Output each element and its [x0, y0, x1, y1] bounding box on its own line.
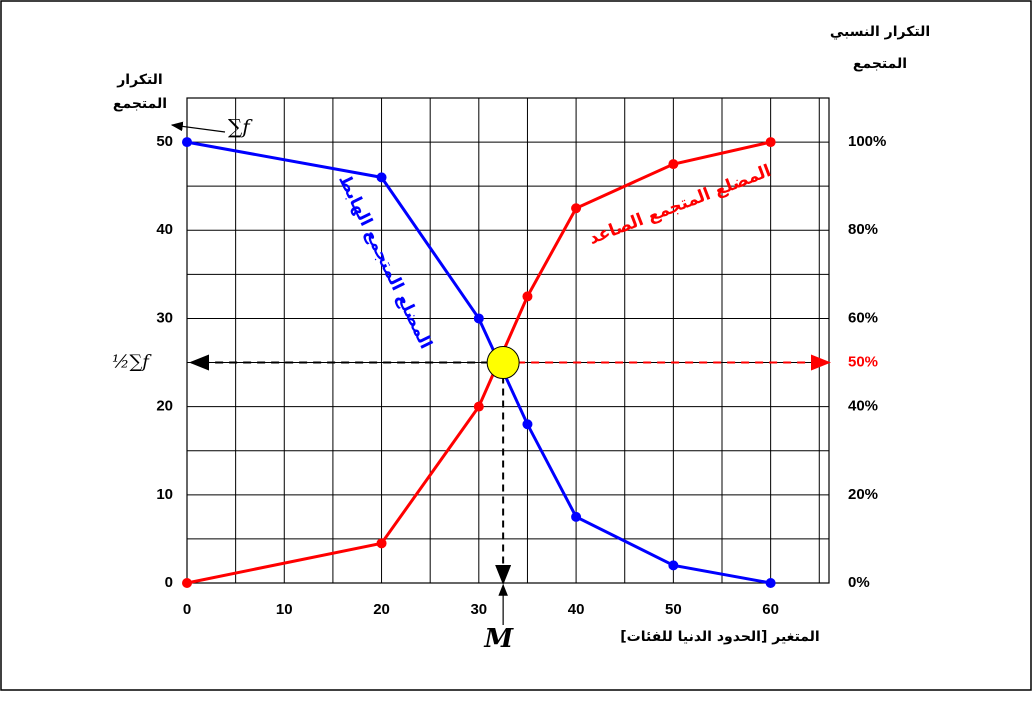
y-tick-label: 0 — [165, 574, 173, 591]
point — [182, 137, 192, 148]
x-tick-label: 0 — [183, 601, 191, 618]
y-tick-label: 30 — [156, 309, 173, 326]
y-axis-label: المتجمع — [113, 96, 167, 112]
y2-tick-label: 40% — [848, 398, 878, 415]
point — [571, 511, 582, 522]
x-tick-label: 30 — [470, 601, 487, 618]
x-tick-label: 40 — [568, 601, 585, 618]
y-tick-label: 50 — [156, 133, 173, 150]
point — [668, 159, 679, 170]
x-tick-label: 60 — [762, 601, 779, 618]
y2-tick-label: 20% — [848, 486, 878, 503]
point — [668, 560, 679, 571]
median-point — [486, 346, 520, 380]
outer-border — [0, 0, 1032, 691]
series-label: المضلع المتجمع الهابط — [334, 172, 436, 352]
y2-tick-label: 0% — [848, 574, 870, 591]
point — [376, 538, 387, 549]
y2-axis-label: التكرار النسبي — [830, 24, 930, 40]
point — [765, 578, 776, 588]
median-label: M — [483, 624, 514, 654]
series-label: المضلع المتجمع الصاعد — [586, 161, 774, 249]
total-label: ∑f — [228, 115, 253, 139]
x-tick-label: 50 — [665, 601, 682, 618]
y2-tick-label: 80% — [848, 221, 878, 238]
point — [522, 291, 533, 302]
y2-axis-label: المتجمع — [853, 56, 907, 72]
total-arrow — [170, 121, 226, 133]
point — [182, 578, 192, 588]
percent-marker-label: 50% — [848, 354, 878, 371]
point — [765, 137, 776, 148]
point — [571, 203, 582, 214]
y-tick-label: 20 — [156, 398, 173, 415]
y-tick-label: 40 — [156, 221, 173, 238]
x-tick-label: 20 — [373, 601, 390, 618]
y-tick-label: 10 — [156, 486, 173, 503]
x-tick-label: 10 — [276, 601, 293, 618]
point — [473, 401, 484, 412]
half-total-label: ½∑f — [112, 352, 152, 373]
point — [473, 313, 484, 324]
y-axis-label: التكرار — [116, 72, 162, 88]
x-axis-label: المتغير [الحدود الدنيا للفئات] — [620, 629, 819, 645]
point — [376, 172, 387, 183]
point — [522, 419, 533, 430]
y2-tick-label: 100% — [848, 133, 886, 150]
y2-tick-label: 60% — [848, 309, 878, 326]
